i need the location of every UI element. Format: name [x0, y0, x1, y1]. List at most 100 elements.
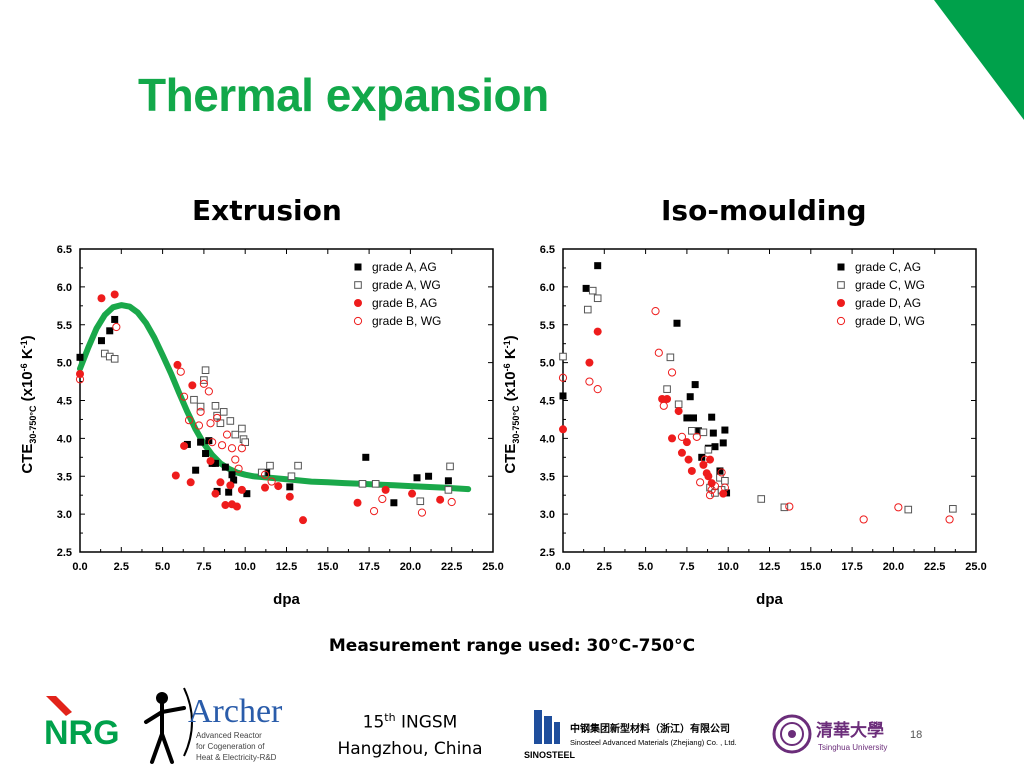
x-tick-label: 12.5	[759, 561, 780, 573]
data-point	[593, 385, 602, 394]
y-tick-label: 2.5	[540, 547, 555, 559]
data-point	[444, 486, 453, 494]
y-tick-label: 6.0	[57, 282, 72, 294]
data-point	[705, 491, 715, 500]
conference-info: 15th INGSM Hangzhou, China	[337, 711, 483, 759]
data-point	[285, 492, 294, 501]
data-point	[684, 455, 693, 464]
data-point	[222, 430, 232, 439]
data-point	[780, 503, 789, 512]
data-point	[211, 489, 220, 498]
data-point	[663, 394, 672, 403]
data-point	[583, 305, 592, 314]
data-point	[234, 464, 243, 473]
archer-logo: Archer Advanced Reactor for Cogeneration…	[140, 682, 290, 768]
data-point	[110, 355, 119, 363]
x-tick-label: 10.0	[234, 561, 255, 573]
data-point	[585, 358, 594, 367]
data-point	[111, 315, 119, 323]
x-tick-label: 7.5	[679, 561, 694, 573]
data-point	[582, 284, 590, 292]
series-grade-d-ag	[559, 327, 728, 498]
y-tick-label: 4.0	[540, 433, 555, 445]
data-point	[378, 494, 387, 504]
y-tick-label: 5.5	[57, 320, 72, 332]
x-tick-label: 5.0	[638, 561, 653, 573]
data-point	[190, 395, 198, 404]
x-tick-label: 17.5	[841, 561, 862, 573]
data-point	[106, 327, 114, 335]
fit-curve	[77, 302, 472, 493]
legend-label: grade D, AG	[855, 296, 921, 310]
y-tick-label: 6.5	[57, 244, 72, 256]
data-point	[700, 455, 710, 464]
plot-frame	[79, 248, 494, 553]
x-tick-label: 25.0	[482, 561, 503, 573]
data-point	[904, 505, 913, 514]
data-point	[260, 470, 270, 479]
data-point	[687, 466, 696, 475]
y-tick-label: 5.0	[57, 358, 72, 370]
data-point	[717, 468, 726, 477]
svg-text:Heat & Electricity-R&D: Heat & Electricity-R&D	[196, 753, 277, 762]
data-point	[231, 455, 240, 464]
data-point	[110, 290, 119, 299]
data-point	[659, 401, 668, 410]
data-point	[716, 467, 724, 475]
plot-frame	[562, 248, 977, 553]
data-point	[286, 483, 294, 491]
data-point	[97, 294, 106, 303]
data-point	[188, 381, 197, 390]
legend-label: grade B, WG	[372, 314, 441, 328]
data-point	[696, 478, 705, 487]
data-point	[267, 477, 276, 486]
legend-marker	[354, 263, 362, 271]
data-point	[208, 438, 217, 447]
y-tick-label: 3.5	[540, 471, 555, 483]
data-point	[206, 457, 215, 466]
x-tick-label: 22.5	[924, 561, 945, 573]
data-point	[945, 515, 954, 524]
data-point	[677, 448, 686, 457]
data-point	[686, 393, 694, 401]
series-grade-a-wg	[100, 349, 454, 506]
measurement-range-note: Measurement range used: 30°C-750°C	[328, 636, 696, 656]
data-point	[444, 477, 452, 485]
data-point	[186, 478, 195, 487]
data-point	[225, 488, 233, 496]
data-point	[202, 450, 210, 458]
data-point	[274, 482, 283, 491]
data-point	[859, 515, 868, 524]
data-point	[381, 485, 390, 494]
legend-label: grade B, AG	[372, 296, 437, 310]
data-point	[594, 262, 602, 270]
data-point	[667, 368, 677, 377]
legend-marker	[354, 281, 362, 289]
data-point	[417, 508, 427, 517]
data-point	[76, 353, 84, 361]
corner-accent	[934, 0, 1024, 120]
data-point	[559, 392, 567, 400]
data-point	[699, 460, 708, 469]
x-tick-label: 10.0	[717, 561, 738, 573]
data-point	[358, 480, 367, 488]
data-point	[674, 400, 683, 409]
legend-label: grade C, WG	[855, 278, 925, 292]
x-axis-label: dpa	[273, 591, 300, 608]
data-point	[949, 505, 957, 513]
svg-text:Advanced Reactor: Advanced Reactor	[196, 731, 262, 740]
data-point	[710, 481, 720, 491]
series-grade-b-ag	[76, 290, 445, 525]
archer-logo-text: Archer	[188, 693, 283, 730]
data-point	[294, 461, 302, 470]
data-point	[238, 424, 246, 433]
x-tick-label: 0.0	[555, 561, 570, 573]
data-point	[231, 430, 240, 439]
data-point	[184, 416, 194, 425]
data-point	[668, 434, 677, 443]
data-point	[287, 472, 296, 481]
data-point	[585, 377, 594, 386]
data-point	[677, 432, 687, 441]
y-tick-label: 3.5	[57, 471, 72, 483]
x-tick-label: 12.5	[276, 561, 297, 573]
